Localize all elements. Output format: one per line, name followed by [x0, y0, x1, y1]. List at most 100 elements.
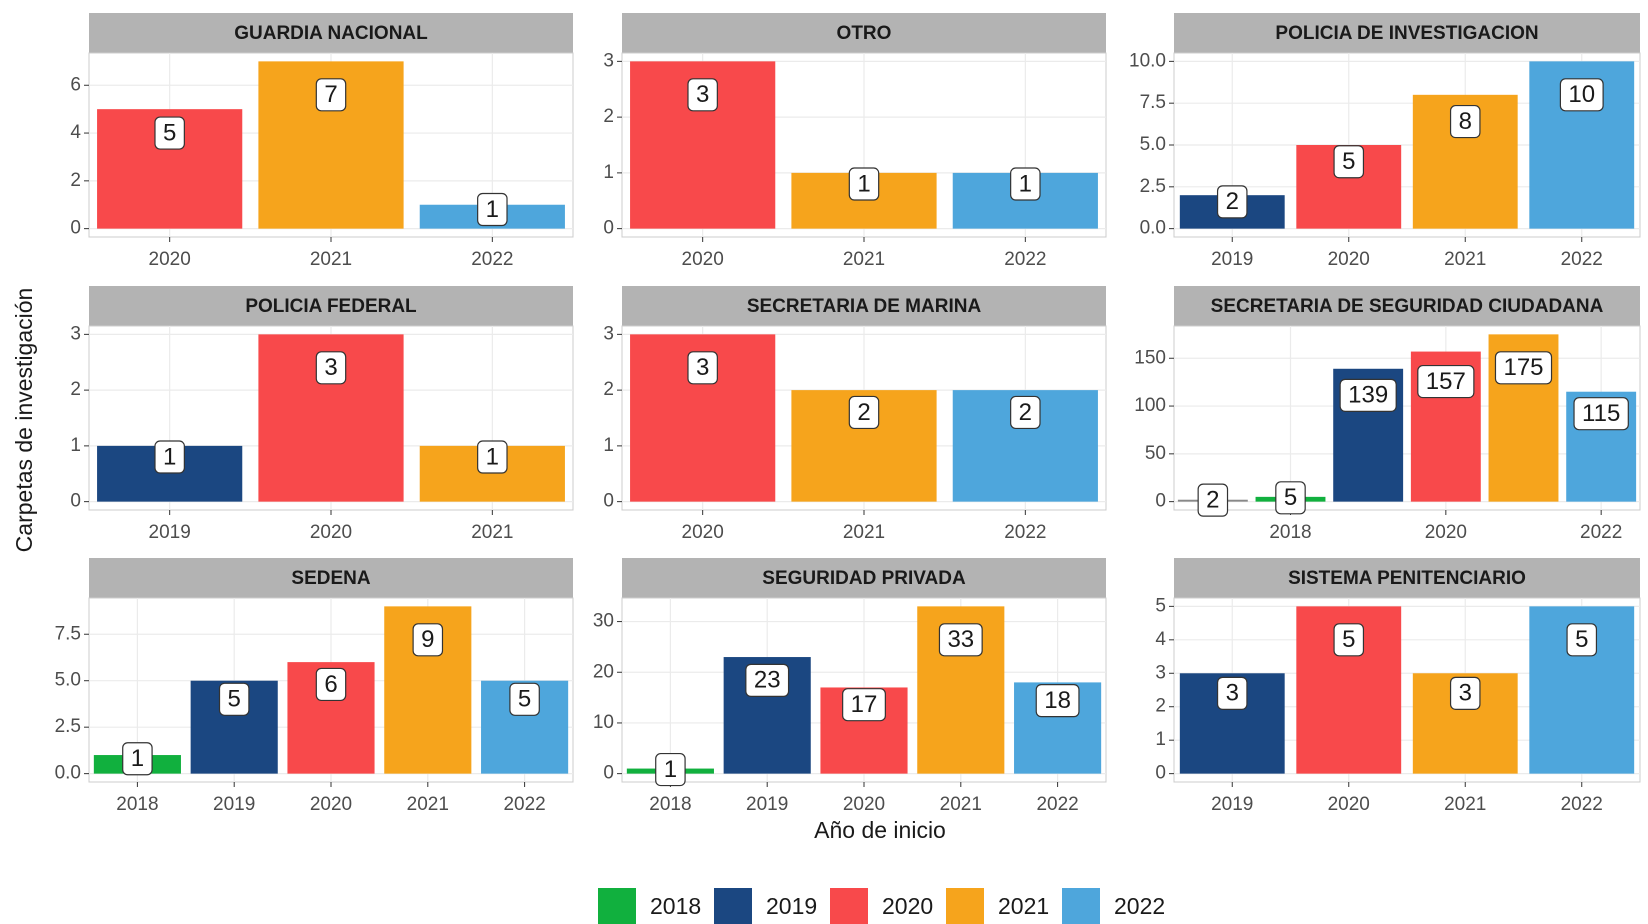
- value-label-text: 8: [1459, 108, 1472, 135]
- value-label-box: [848, 167, 880, 201]
- x-tick-label: 2019: [149, 522, 191, 543]
- x-tick-label: 2020: [843, 794, 885, 815]
- value-label-box: [315, 667, 347, 702]
- value-label-box: [1417, 364, 1475, 399]
- value-label-text: 1: [131, 745, 144, 772]
- value-label: 115: [1573, 397, 1629, 431]
- value-label-text: 1: [486, 443, 499, 470]
- value-label-box: [745, 663, 790, 697]
- panel-title: POLICIA DE INVESTIGACION: [1275, 23, 1538, 44]
- strip: [1174, 13, 1640, 53]
- x-tick-label: 2022: [1004, 522, 1046, 543]
- value-label-text: 3: [324, 354, 337, 381]
- x-tick-label: 2021: [940, 794, 982, 815]
- value-label: 9: [412, 623, 444, 657]
- y-tick-label: 0: [1155, 763, 1166, 784]
- panel-title: SEGURIDAD PRIVADA: [762, 568, 966, 589]
- value-label-box: [122, 742, 153, 776]
- value-label-box: [687, 78, 718, 112]
- value-label-text: 9: [421, 626, 434, 653]
- y-tick-label: 3: [603, 323, 614, 344]
- value-label: 2: [1216, 185, 1248, 219]
- y-tick-label: 10: [593, 712, 614, 733]
- x-tick-label: 2020: [682, 522, 724, 543]
- legend-swatch: [1062, 888, 1100, 924]
- y-tick-label: 4: [1155, 629, 1166, 650]
- value-label-box: [154, 116, 185, 150]
- strip: [89, 558, 573, 598]
- value-label-box: [938, 623, 983, 657]
- legend-label: 2020: [882, 893, 933, 919]
- x-tick-label: 2022: [1036, 794, 1078, 815]
- value-label: 18: [1035, 684, 1080, 718]
- value-label: 5: [1333, 623, 1365, 657]
- y-tick-label: 1: [1155, 729, 1166, 750]
- value-label-box: [1494, 351, 1553, 385]
- value-label: 1: [655, 752, 686, 787]
- legend-label: 2022: [1114, 893, 1165, 919]
- value-label-box: [477, 192, 508, 227]
- value-label: 5: [1566, 623, 1598, 657]
- x-tick-label: 2021: [407, 794, 449, 815]
- value-label-text: 157: [1426, 368, 1466, 395]
- value-label-box: [1010, 395, 1041, 430]
- value-label-text: 1: [163, 443, 176, 470]
- value-label-box: [1197, 483, 1229, 517]
- strip: [622, 286, 1106, 326]
- strip: [1174, 558, 1640, 598]
- value-label: 139: [1339, 378, 1397, 412]
- x-tick-label: 2022: [1580, 522, 1622, 543]
- x-tick-label: 2020: [1328, 249, 1370, 270]
- value-label-text: 7: [324, 81, 337, 108]
- panel-title: OTRO: [837, 23, 892, 44]
- value-label-text: 18: [1044, 687, 1071, 714]
- x-tick-label: 2019: [213, 794, 255, 815]
- y-tick-label: 7.5: [55, 623, 81, 644]
- x-tick-label: 2019: [1211, 794, 1253, 815]
- x-tick-label: 2022: [471, 249, 513, 270]
- value-label: 6: [315, 667, 347, 702]
- legend-swatch: [714, 888, 752, 924]
- y-tick-label: 1: [603, 162, 614, 183]
- value-label-box: [1449, 676, 1481, 710]
- y-tick-label: 10.0: [1129, 50, 1166, 71]
- y-tick-label: 4: [70, 122, 81, 143]
- value-label: 2: [1197, 483, 1229, 517]
- value-label-text: 5: [518, 686, 531, 713]
- x-tick-label: 2020: [1328, 794, 1370, 815]
- x-tick-label: 2020: [310, 794, 352, 815]
- value-label: 3: [315, 351, 347, 385]
- value-label-box: [655, 752, 686, 787]
- value-label: 1: [122, 742, 153, 776]
- value-label-box: [509, 682, 540, 716]
- value-label-box: [687, 351, 718, 385]
- y-tick-label: 0.0: [55, 763, 81, 784]
- value-label-text: 2: [857, 399, 870, 426]
- y-tick-label: 20: [593, 661, 614, 682]
- value-label: 175: [1494, 351, 1553, 385]
- value-label-box: [1216, 676, 1248, 710]
- value-label-text: 1: [857, 170, 870, 197]
- y-tick-label: 2: [603, 379, 614, 400]
- y-tick-label: 0: [603, 763, 614, 784]
- y-tick-label: 3: [70, 323, 81, 344]
- value-label: 1: [1010, 167, 1041, 201]
- value-label: 5: [1333, 145, 1365, 179]
- value-label: 3: [1216, 676, 1248, 710]
- x-tick-label: 2020: [1425, 522, 1467, 543]
- plot-background: [1173, 325, 1641, 511]
- legend-swatch: [946, 888, 984, 924]
- legend-label: 2018: [650, 893, 701, 919]
- value-label-box: [1559, 78, 1604, 112]
- y-tick-label: 0: [603, 491, 614, 512]
- value-label-box: [477, 440, 508, 474]
- value-label: 8: [1449, 104, 1481, 139]
- strip: [89, 13, 573, 53]
- value-label: 2: [848, 395, 880, 430]
- value-label: 1: [477, 440, 508, 474]
- x-tick-label: 2018: [116, 794, 158, 815]
- y-tick-label: 1: [70, 435, 81, 456]
- value-label-box: [1573, 397, 1629, 431]
- y-tick-label: 3: [1155, 662, 1166, 683]
